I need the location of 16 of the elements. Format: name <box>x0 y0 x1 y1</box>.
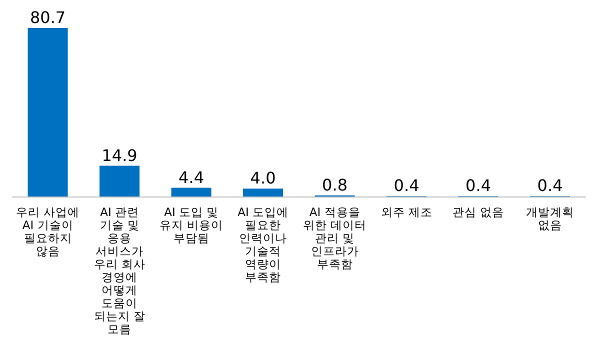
data-label: 0.8 <box>322 175 348 194</box>
data-label: 4.0 <box>250 168 276 188</box>
x-tick-label: 외주 제조 <box>380 205 432 219</box>
x-tick-label: AI 도입에 필요한 인력이나 기술적 역량이 부족함 <box>238 205 289 284</box>
x-tick-label: 관심 없음 <box>452 205 504 219</box>
data-label: 0.4 <box>466 176 492 196</box>
data-label: 80.7 <box>30 8 66 27</box>
category-label: AI 관련 기술 및 응용 서비스가 우리 회사 경영에 어떻게 도움이 되는지 잘 모름 <box>94 205 146 336</box>
data-label: 4.4 <box>178 168 204 187</box>
data-label: 0.4 <box>394 176 420 196</box>
x-tick-label: AI 적용을 위한 데이터 관리 및 인프라가 부족함 <box>303 205 367 271</box>
data-label: 14.9 <box>102 146 138 165</box>
x-tick-label: AI 도입 및 유지 비용이 부담됨 <box>160 205 224 245</box>
x-tick-label: 개발계획 없음 <box>526 205 574 232</box>
x-tick-label: 우리 사업에 AI 기술이 필요하지 않음 <box>16 205 80 258</box>
data-label: 0.4 <box>537 176 563 196</box>
